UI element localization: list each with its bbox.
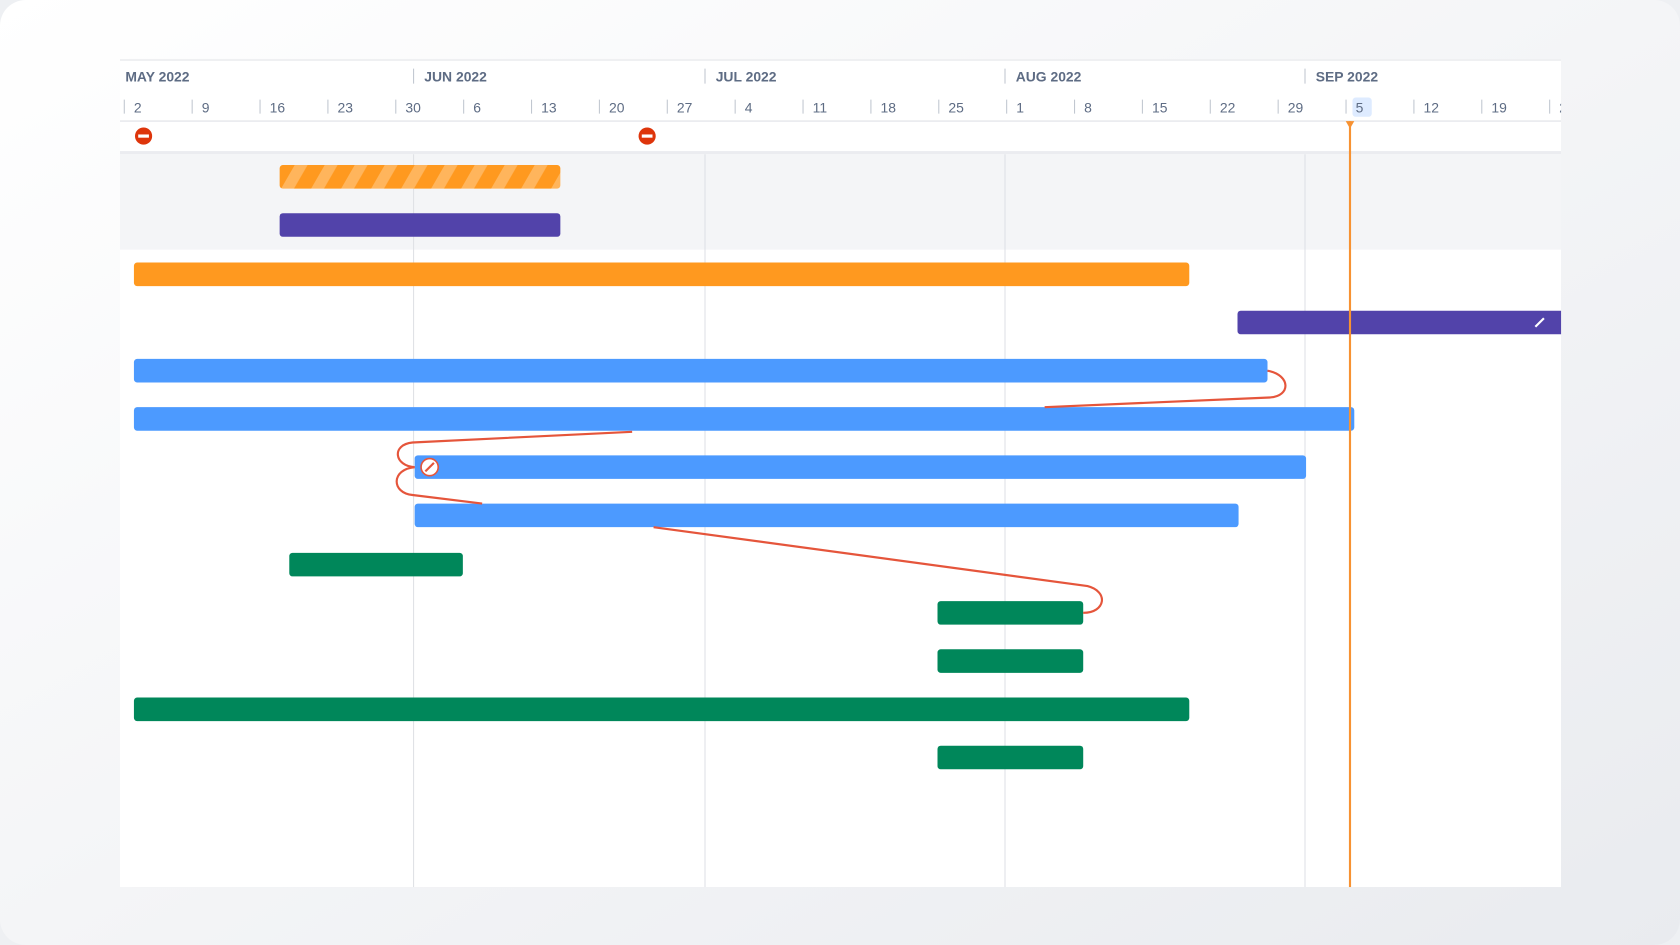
week-label: 19 [1491,100,1507,116]
today-marker [1345,121,1355,129]
week-label: 4 [745,100,753,116]
week-label: 13 [541,100,557,116]
week-label: 9 [202,100,210,116]
header: MAY 2022 JUN 2022 JUL 2022 AUG 2022 SEP 2022… [123,68,1575,117]
bar[interactable] [1237,310,1570,335]
week-label: 15 [1152,100,1168,116]
bar[interactable] [133,358,1268,383]
bars [133,165,1570,770]
dependency-line [395,466,1103,614]
dependencies [395,369,1287,614]
week-label: 23 [338,100,354,116]
week-label: 26 [1559,100,1575,116]
marker-icon [641,134,653,138]
week-label: 12 [1424,100,1440,116]
week-label: 25 [948,100,964,116]
header-bottom [120,151,1562,155]
month-label: AUG 2022 [1016,68,1082,84]
week-label: 5 [1356,100,1364,116]
panel: MAY 2022 JUN 2022 JUL 2022 AUG 2022 SEP 2022… [120,58,1575,888]
today-highlight [1352,97,1372,117]
week-label: 30 [405,100,421,116]
bar[interactable] [414,503,1239,528]
bar[interactable] [937,745,1084,770]
week-label: 8 [1084,100,1092,116]
bar[interactable] [289,552,463,577]
bar[interactable] [133,407,1355,431]
bar[interactable] [414,455,1307,479]
bar[interactable] [937,601,1084,625]
bar[interactable] [133,262,1190,287]
bar[interactable] [937,649,1084,673]
week-label: 27 [677,100,693,116]
week-label: 2 [134,100,142,116]
link-glyph [424,462,435,473]
markers [135,127,656,145]
marker-icon [138,134,149,138]
link-glyph[interactable] [1534,317,1545,328]
week-label: 20 [609,100,625,116]
week-label: 22 [1220,100,1236,116]
week-label: 16 [270,100,286,116]
bar[interactable] [279,165,561,189]
month-label: SEP 2022 [1316,68,1379,84]
dependency-line [396,430,633,469]
week-label: 1 [1016,100,1024,116]
month-label: JUL 2022 [716,68,777,84]
week-label: 6 [473,100,481,116]
week-label: 29 [1288,100,1304,116]
week-label: 18 [881,100,897,116]
bar[interactable] [279,213,561,237]
week-label: 11 [813,100,828,116]
month-label: MAY 2022 [125,68,189,84]
dependency-line [1044,369,1287,409]
month-label: JUN 2022 [424,68,487,84]
bar[interactable] [133,697,1190,722]
link-icons [420,317,1545,477]
